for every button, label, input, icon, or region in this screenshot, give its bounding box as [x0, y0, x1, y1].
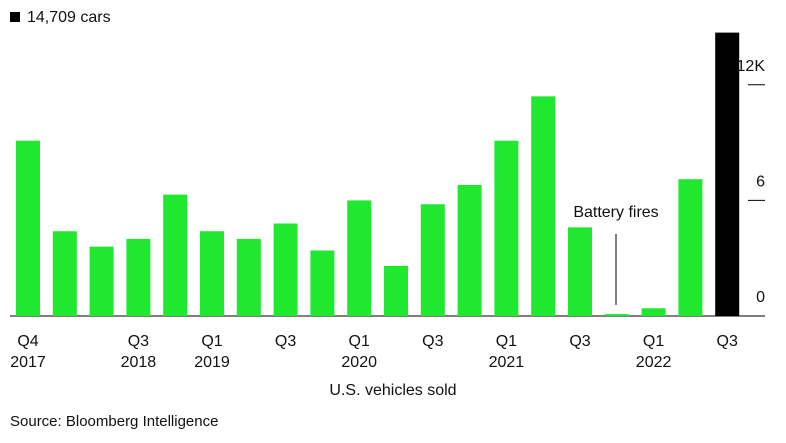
- x-tick-label: Q3: [275, 333, 296, 350]
- x-tick-label: Q3: [569, 333, 590, 350]
- bar: [604, 314, 629, 316]
- x-tick-label: Q1: [496, 333, 517, 350]
- x-tick-label: Q1: [643, 333, 664, 350]
- annotation: Battery fires: [573, 204, 658, 221]
- y-tick-label: 12K: [737, 58, 766, 75]
- x-tick-label: Q1: [349, 333, 370, 350]
- x-tick-year: 2018: [121, 354, 157, 371]
- bar: [310, 250, 335, 316]
- x-tick-year: 2020: [341, 354, 377, 371]
- bar: [89, 246, 114, 316]
- bar: [16, 140, 40, 316]
- bar: [236, 238, 261, 316]
- bar: [531, 96, 556, 316]
- legend-swatch: [10, 12, 20, 22]
- bar: [678, 179, 703, 316]
- bar: [420, 204, 445, 316]
- x-tick-label: Q3: [422, 333, 443, 350]
- bar: [494, 140, 519, 316]
- bar: [568, 227, 592, 316]
- bar: [347, 200, 372, 316]
- bar: [715, 32, 740, 317]
- bar: [126, 238, 151, 316]
- x-tick-label: Q3: [717, 333, 738, 350]
- x-tick-year: 2022: [636, 354, 672, 371]
- bar: [200, 231, 224, 316]
- x-tick-year: 2017: [10, 354, 46, 371]
- legend-label: 14,709 cars: [27, 9, 111, 26]
- y-tick-label: 6: [756, 174, 765, 191]
- x-tick-label: Q4: [17, 333, 38, 350]
- bar: [457, 184, 482, 316]
- bar: [641, 308, 666, 316]
- x-tick-year: 2021: [489, 354, 525, 371]
- bar: [273, 223, 298, 316]
- x-tick-year: 2019: [194, 354, 230, 371]
- source: Source: Bloomberg Intelligence: [10, 413, 218, 430]
- x-tick-label: Q1: [201, 333, 222, 350]
- bar: [384, 265, 408, 316]
- x-tick-label: Q3: [128, 333, 149, 350]
- x-axis-label: U.S. vehicles sold: [329, 382, 456, 399]
- y-tick-label: 0: [756, 289, 765, 306]
- bar: [52, 231, 77, 316]
- bar: [163, 194, 188, 316]
